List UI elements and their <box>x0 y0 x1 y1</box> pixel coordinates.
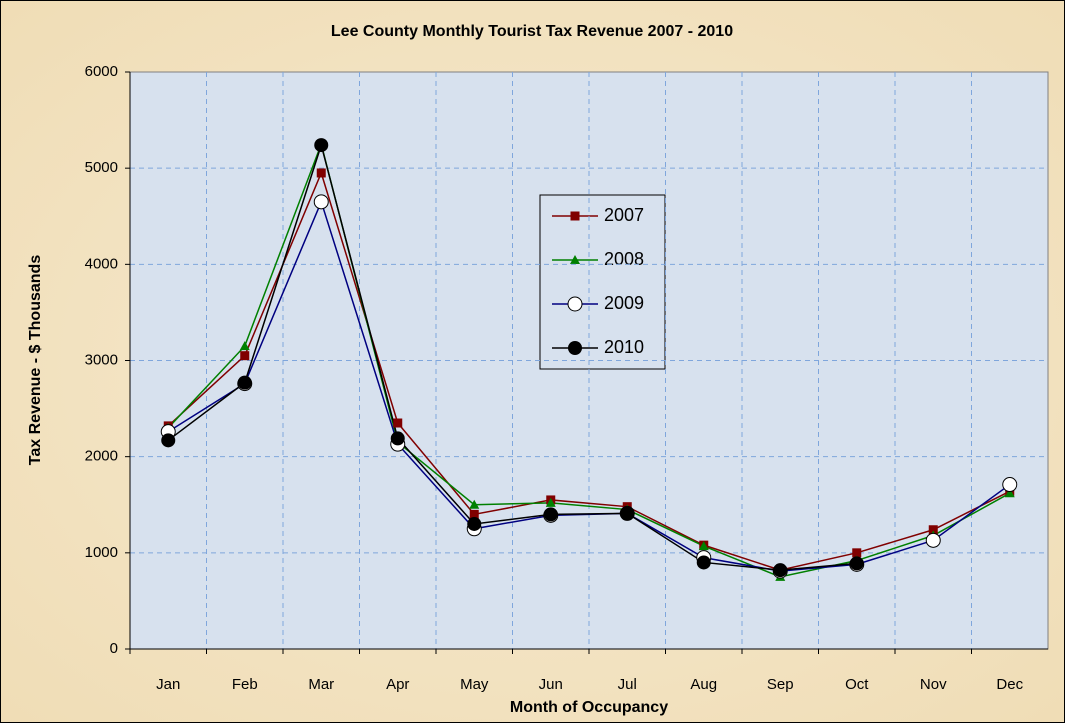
marker <box>773 563 788 578</box>
marker <box>1002 477 1018 493</box>
marker <box>314 138 329 153</box>
marker <box>467 516 482 531</box>
marker <box>696 555 711 570</box>
marker <box>316 168 326 178</box>
x-tick-label: Dec <box>996 676 1023 693</box>
series-line <box>167 141 1011 578</box>
y-tick-label: 4000 <box>85 255 118 272</box>
x-tick-label: May <box>460 676 489 693</box>
marker <box>545 497 556 507</box>
x-tick-label: Jun <box>539 676 563 693</box>
x-tick-label: Oct <box>845 676 869 693</box>
marker <box>568 341 582 355</box>
y-tick-label: 5000 <box>85 159 118 176</box>
y-tick-label: 2000 <box>85 448 118 465</box>
x-tick-label: Feb <box>232 676 258 693</box>
legend-box <box>539 194 666 370</box>
x-tick-label: Sep <box>767 676 794 693</box>
x-tick-label: Jul <box>618 676 637 693</box>
marker <box>390 431 405 446</box>
series-line <box>167 142 857 571</box>
legend-label: 2007 <box>604 205 644 225</box>
marker <box>849 556 864 571</box>
marker <box>469 499 480 509</box>
y-tick-label: 1000 <box>85 544 118 561</box>
marker <box>239 341 250 351</box>
marker <box>393 418 403 428</box>
x-tick-label: Mar <box>308 676 334 693</box>
y-axis-title: Tax Revenue - $ Thousands <box>27 255 44 466</box>
y-tick-label: 0 <box>110 640 118 657</box>
x-axis-title: Month of Occupancy <box>510 699 668 716</box>
x-tick-label: Jan <box>156 676 180 693</box>
x-tick-label: Apr <box>386 676 409 693</box>
y-tick-label: 6000 <box>85 63 118 80</box>
legend-label: 2008 <box>604 249 644 269</box>
marker <box>567 296 583 312</box>
chart-title: Lee County Monthly Tourist Tax Revenue 2… <box>331 23 733 40</box>
x-tick-label: Aug <box>690 676 717 693</box>
marker <box>469 509 479 519</box>
series-line <box>167 170 1011 571</box>
marker <box>161 433 176 448</box>
legend-label: 2010 <box>604 337 644 357</box>
marker <box>928 525 938 535</box>
marker <box>237 375 252 390</box>
legend: 2007 2008 2009 2010 <box>539 194 666 370</box>
marker <box>620 506 635 521</box>
marker <box>1004 488 1015 498</box>
x-tick-label: Nov <box>920 676 947 693</box>
marker <box>570 211 580 221</box>
legend-label: 2009 <box>604 293 644 313</box>
y-tick-label: 3000 <box>85 351 118 368</box>
marker <box>313 194 329 210</box>
marker <box>570 255 580 264</box>
marker <box>925 532 941 548</box>
marker <box>852 548 862 558</box>
marker <box>543 507 558 522</box>
marker <box>698 541 709 551</box>
marker <box>240 351 250 361</box>
